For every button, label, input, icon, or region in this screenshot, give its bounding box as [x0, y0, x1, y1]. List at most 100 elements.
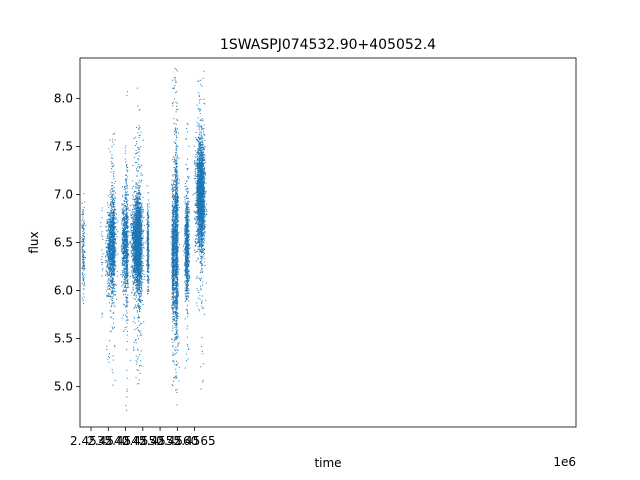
data-point [111, 254, 113, 256]
data-point [123, 228, 125, 230]
data-point [111, 273, 113, 275]
data-point [128, 194, 129, 196]
data-point [81, 258, 83, 260]
data-point [112, 327, 114, 329]
data-point [128, 226, 130, 228]
data-point [132, 216, 134, 218]
data-point [122, 330, 124, 332]
data-point [113, 212, 115, 214]
data-point [136, 274, 138, 276]
data-point [123, 273, 125, 275]
data-point [124, 147, 126, 149]
data-point [113, 224, 115, 226]
data-point [83, 231, 85, 233]
data-point [135, 213, 137, 215]
data-point [111, 266, 113, 268]
data-point [124, 265, 126, 267]
data-point [106, 220, 108, 222]
data-point [124, 305, 126, 307]
data-point [110, 238, 112, 240]
data-point [111, 242, 113, 244]
data-point [134, 305, 136, 307]
data-point [123, 275, 125, 277]
data-point [138, 125, 140, 127]
data-point [122, 204, 124, 206]
data-point [122, 227, 124, 229]
data-point [111, 257, 113, 259]
data-point [122, 258, 124, 260]
data-point [110, 203, 112, 205]
data-point [105, 252, 107, 254]
data-point [136, 307, 138, 309]
data-point [83, 227, 85, 229]
data-point [133, 214, 135, 216]
data-point [112, 355, 114, 357]
data-point [82, 266, 84, 268]
data-point [134, 264, 136, 266]
data-point [112, 229, 114, 231]
data-point [126, 249, 128, 251]
data-point [136, 87, 138, 89]
data-point [110, 265, 112, 267]
data-point [112, 185, 114, 187]
data-point [137, 194, 139, 196]
data-point [109, 259, 111, 261]
data-point [133, 275, 135, 277]
data-point [111, 236, 113, 238]
data-point [125, 161, 127, 163]
data-point [109, 229, 111, 231]
data-point [113, 250, 115, 252]
data-point [125, 277, 127, 279]
data-point [127, 257, 129, 258]
data-point [112, 302, 114, 304]
data-point [135, 226, 137, 228]
data-point [139, 198, 141, 200]
data-point [130, 217, 132, 219]
data-point [126, 236, 128, 238]
data-point [136, 254, 138, 255]
data-point [126, 214, 128, 216]
data-point [110, 219, 112, 221]
data-point [140, 360, 142, 362]
data-point [110, 279, 112, 281]
data-point [108, 227, 110, 229]
data-point [112, 217, 114, 219]
data-point [135, 272, 137, 274]
data-point [107, 266, 109, 268]
data-point [132, 248, 134, 250]
data-point [107, 273, 109, 275]
data-point [141, 230, 143, 232]
data-point [126, 258, 128, 260]
data-point [125, 232, 127, 234]
data-point [137, 235, 139, 237]
data-point [141, 250, 143, 252]
data-point [112, 266, 114, 268]
data-point [135, 230, 137, 232]
data-point [108, 253, 110, 255]
data-point [131, 187, 133, 189]
data-point [140, 323, 142, 325]
data-point [84, 201, 86, 203]
data-point [126, 91, 128, 93]
data-point [123, 263, 125, 265]
data-point [84, 284, 86, 286]
data-point [111, 300, 113, 302]
data-point [121, 257, 123, 259]
data-point [137, 202, 139, 204]
data-point [138, 269, 140, 271]
data-point [113, 221, 115, 223]
data-point [108, 264, 110, 266]
data-point [132, 267, 134, 269]
data-point [139, 233, 141, 235]
data-point [81, 267, 83, 269]
data-point [101, 249, 103, 251]
data-point [132, 218, 134, 220]
data-point [134, 157, 136, 159]
data-point [107, 228, 109, 230]
data-point [137, 287, 139, 289]
data-point [139, 372, 141, 374]
data-point [122, 258, 124, 260]
data-point [131, 266, 133, 268]
data-point [135, 260, 137, 262]
data-point [109, 252, 111, 254]
